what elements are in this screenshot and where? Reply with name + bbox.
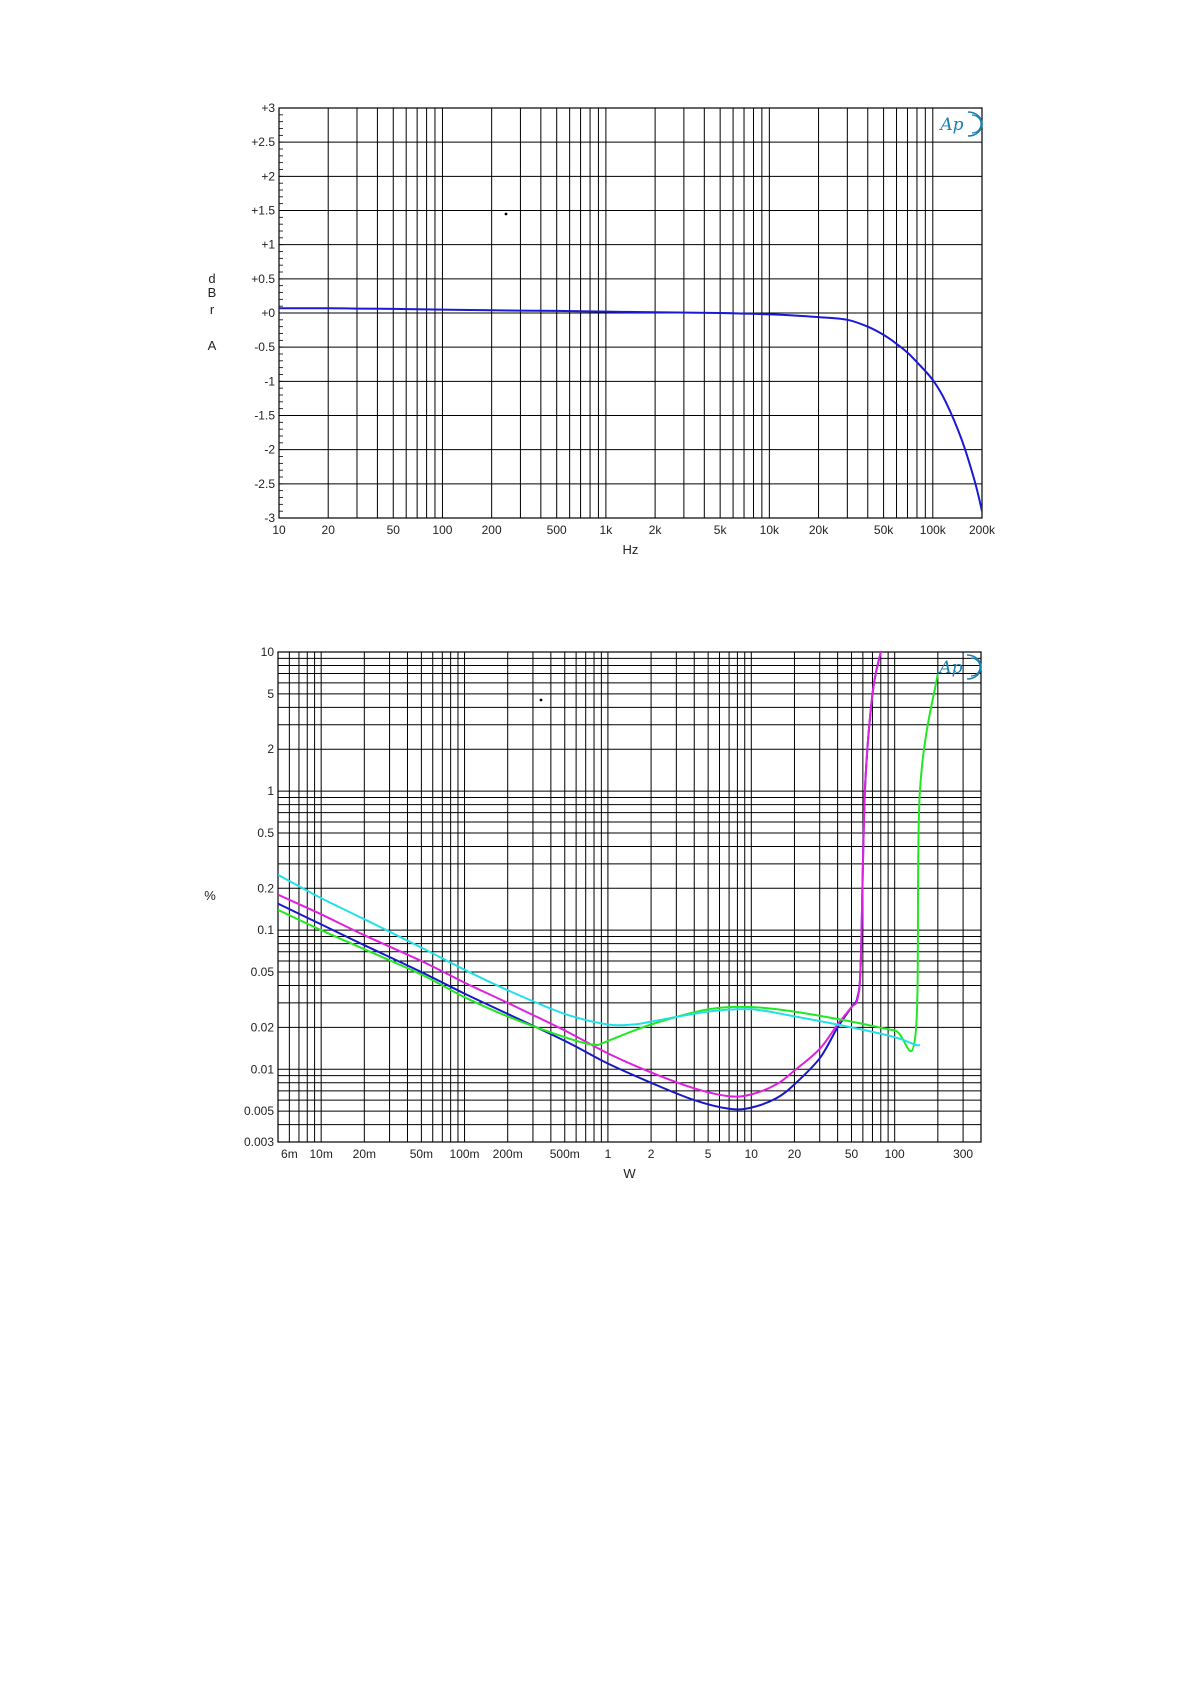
plot-area xyxy=(278,652,981,1142)
series-group xyxy=(279,307,982,512)
x-tick-label: 50k xyxy=(874,523,894,537)
y-tick-label: +1 xyxy=(261,238,275,252)
plot-frame xyxy=(278,107,983,519)
x-axis-label: W xyxy=(623,1166,636,1181)
series-line-1 xyxy=(279,307,982,512)
y-tick-label: 0.005 xyxy=(244,1104,274,1118)
x-tick-label: 100 xyxy=(432,523,452,537)
y-tick-label: 0.2 xyxy=(257,881,274,895)
ap-logo-text: Ap xyxy=(937,658,962,678)
x-tick-label: 20k xyxy=(809,523,829,537)
y-tick-label: 0.003 xyxy=(244,1135,274,1149)
grid xyxy=(278,107,983,519)
y-tick-label: +3 xyxy=(261,101,275,115)
x-tick-label: 200 xyxy=(482,523,502,537)
x-tick-label: 500m xyxy=(550,1147,580,1161)
x-tick-label: 5k xyxy=(714,523,728,537)
y-tick-label: 0.05 xyxy=(251,965,275,979)
x-tick-label: 50 xyxy=(387,523,401,537)
y-axis-label: % xyxy=(204,888,216,903)
series-line-4 xyxy=(278,873,921,1047)
marker-dot xyxy=(539,698,543,702)
ap-logo-icon: Ap xyxy=(937,654,982,680)
y-tick-label: 2 xyxy=(267,742,274,756)
y-tick-label: -2 xyxy=(264,443,275,457)
series-group xyxy=(278,652,939,1111)
y-tick-label: -2.5 xyxy=(254,477,275,491)
plot-frame xyxy=(277,651,982,1143)
y-tick-label: +1.5 xyxy=(251,204,275,218)
frequency-response-chart: 10 20 50 100 200 500 1k 2k 5k 10k 20k 50k 100k 200k +3… xyxy=(208,101,996,557)
series-line-2 xyxy=(278,652,882,1098)
x-tick-label: 300 xyxy=(953,1147,973,1161)
y-axis-label-letter: r xyxy=(210,302,215,317)
y-tick-label: 0.1 xyxy=(257,923,274,937)
marker-dot xyxy=(504,212,508,216)
x-tick-label: 2 xyxy=(648,1147,655,1161)
x-tick-label: 10m xyxy=(309,1147,332,1161)
y-tick-label: +2.5 xyxy=(251,135,275,149)
y-tick-label: 0.01 xyxy=(251,1062,275,1076)
y-tick-label: -0.5 xyxy=(254,340,275,354)
x-tick-label: 10k xyxy=(760,523,780,537)
ap-logo-icon: Ap xyxy=(938,111,983,137)
x-tick-label: 20 xyxy=(788,1147,802,1161)
y-tick-label: -1.5 xyxy=(254,409,275,423)
y-tick-label: 5 xyxy=(267,687,274,701)
x-tick-label: 200k xyxy=(969,523,996,537)
y-axis-label-letter: A xyxy=(208,338,217,353)
x-tick-label: 1 xyxy=(605,1147,612,1161)
y-axis-label-letter: B xyxy=(208,285,217,300)
x-tick-label: 100k xyxy=(920,523,947,537)
x-tick-label: 20m xyxy=(353,1147,376,1161)
y-tick-label: 10 xyxy=(261,645,275,659)
y-tick-label: -3 xyxy=(264,511,275,525)
y-tick-label: +2 xyxy=(261,169,275,183)
x-tick-label: 50 xyxy=(845,1147,859,1161)
x-tick-label: 100 xyxy=(885,1147,905,1161)
y-tick-label: 1 xyxy=(267,784,274,798)
x-tick-label: 100m xyxy=(450,1147,480,1161)
x-tick-label: 2k xyxy=(649,523,663,537)
x-axis-label: Hz xyxy=(623,542,639,557)
x-tick-label: 6m xyxy=(281,1147,298,1161)
y-tick-label: 0.02 xyxy=(251,1020,275,1034)
x-tick-label: 10 xyxy=(272,523,286,537)
y-axis-label-letter: d xyxy=(208,271,215,286)
x-tick-label: 1k xyxy=(600,523,614,537)
x-tick-label: 10 xyxy=(745,1147,759,1161)
y-tick-label: +0.5 xyxy=(251,272,275,286)
x-tick-label: 50m xyxy=(410,1147,433,1161)
x-tick-label: 20 xyxy=(322,523,336,537)
y-tick-label: 0.5 xyxy=(257,826,274,840)
ap-logo-text: Ap xyxy=(938,115,963,135)
x-tick-label: 5 xyxy=(705,1147,712,1161)
y-tick-label: -1 xyxy=(264,374,275,388)
series-line-3 xyxy=(278,673,939,1053)
x-tick-label: 500 xyxy=(547,523,567,537)
y-tick-label: +0 xyxy=(261,306,275,320)
x-tick-label: 200m xyxy=(493,1147,523,1161)
